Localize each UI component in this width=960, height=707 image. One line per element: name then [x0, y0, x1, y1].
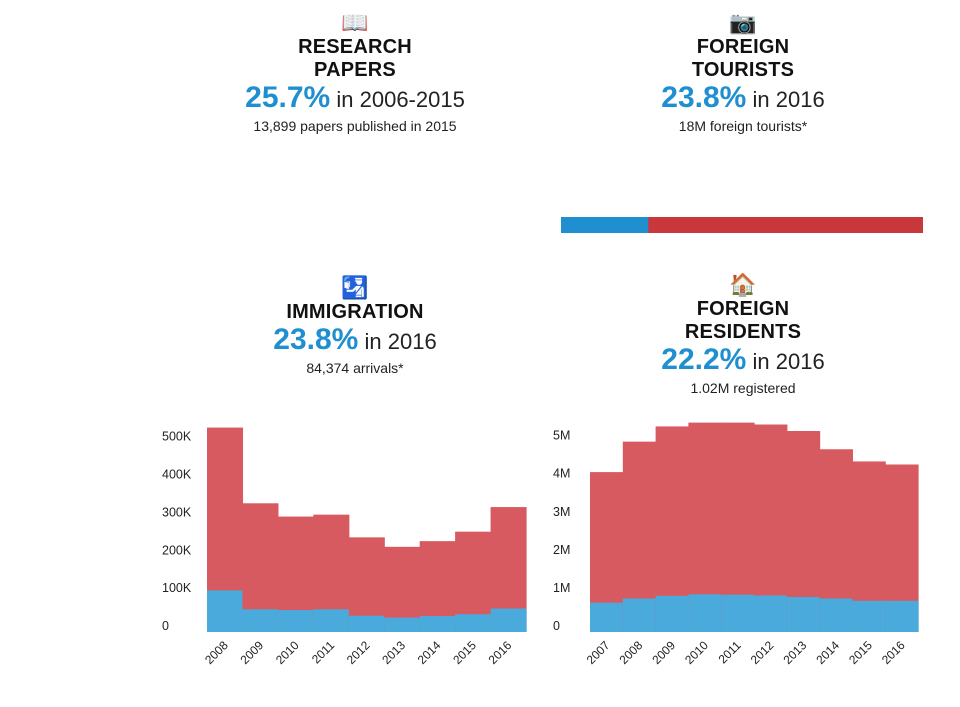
residents-period: in 2016 — [752, 349, 825, 374]
immigration-note: 84,374 arrivals* — [306, 360, 404, 376]
x-tick-label: 2015 — [450, 638, 479, 667]
residents-panel: 🏠 FOREIGN RESIDENTS 22.2% in 2016 1.02M … — [618, 272, 868, 398]
residents-stat: 22.2% in 2016 — [618, 343, 868, 376]
bar-share-2015 — [852, 600, 886, 632]
bar-share-2013 — [384, 617, 421, 632]
x-tick-label: 2016 — [486, 638, 515, 667]
bar-share-2010 — [688, 594, 722, 632]
cathedrals-pictogram — [561, 155, 923, 233]
residents-title-line-1: FOREIGN — [696, 298, 790, 320]
x-tick-label: 2010 — [682, 638, 711, 667]
x-tick-label: 2008 — [617, 638, 646, 667]
caps-blue-fill — [176, 167, 270, 217]
immigration-percentage: 23.8% — [273, 323, 359, 356]
y-tick-label: 2M — [553, 543, 570, 557]
x-tick-label: 2013 — [379, 638, 408, 667]
caps-red-fill — [176, 167, 532, 217]
residents-title-line-2: RESIDENTS — [684, 321, 802, 343]
bar-share-2013 — [786, 596, 821, 632]
y-tick-label: 5M — [553, 429, 570, 443]
y-tick-label: 1M — [553, 581, 570, 595]
research-stat: 25.7% in 2006-2015 — [230, 81, 480, 114]
y-tick-label: 300K — [162, 505, 192, 519]
bar-share-2009 — [655, 595, 689, 632]
tourists-panel: 📷 FOREIGN TOURISTS 23.8% in 2016 18M for… — [618, 10, 868, 136]
bar-share-2011 — [721, 594, 755, 632]
y-tick-label: 0 — [553, 619, 560, 633]
x-tick-label: 2015 — [846, 638, 875, 667]
immigration-chart: 2008 2009 2010 2011 2012 2013 2014 2015 2016 0 100… — [162, 427, 527, 667]
research-title-line-1: RESEARCH — [298, 36, 412, 58]
x-tick-label: 2012 — [748, 638, 777, 667]
immigration-panel: 🛂 IMMIGRATION 23.8% in 2016 84,374 arriv… — [230, 275, 480, 378]
bar-share-2016 — [885, 600, 919, 632]
immigration-period: in 2016 — [364, 329, 437, 354]
bar-share-2008 — [622, 598, 657, 632]
tourists-title-line-1: FOREIGN — [696, 36, 790, 58]
x-tick-label: 2009 — [238, 638, 267, 667]
residents-chart: 2007 2008 2009 2010 2011 2012 2013 2014 2015 2016… — [553, 422, 919, 667]
bar-share-2014 — [819, 598, 853, 632]
y-tick-label: 4M — [553, 467, 570, 481]
bar-share-2016 — [490, 608, 527, 632]
research-percentage: 25.7% — [245, 81, 331, 114]
y-tick-label: 3M — [553, 505, 570, 519]
tourists-period: in 2016 — [752, 87, 825, 112]
bar-share-2012 — [348, 615, 385, 632]
camera-icon: 📷 — [729, 10, 757, 35]
bar-share-2009 — [242, 609, 279, 632]
resident-house-icon: 🏠 — [729, 272, 757, 297]
x-tick-label: 2010 — [273, 638, 302, 667]
y-tick-label: 200K — [162, 543, 192, 557]
residents-percentage: 22.2% — [661, 343, 747, 376]
x-tick-label: 2013 — [781, 638, 810, 667]
bar-share-2011 — [313, 609, 350, 632]
x-tick-label: 2014 — [415, 638, 444, 667]
x-tick-label: 2008 — [202, 638, 231, 667]
x-tick-label: 2014 — [813, 638, 842, 667]
bar-share-2007 — [590, 602, 624, 632]
passport-control-icon: 🛂 — [341, 275, 369, 300]
cathedrals-blue-fill — [561, 155, 649, 233]
graduation-caps-pictogram — [176, 167, 532, 217]
tourists-percentage: 23.8% — [661, 81, 747, 114]
bar-share-2008 — [207, 590, 244, 632]
book-icon: 📖 — [341, 10, 369, 35]
tourists-title-line-2: TOURISTS — [691, 59, 795, 81]
research-title-line-2: PAPERS — [314, 59, 396, 81]
y-tick-label: 400K — [162, 468, 192, 482]
x-tick-label: 2012 — [344, 638, 373, 667]
y-tick-label: 100K — [162, 581, 192, 595]
immigration-stat: 23.8% in 2016 — [230, 323, 480, 356]
y-tick-label: 500K — [162, 430, 192, 444]
research-panel: 📖 RESEARCH PAPERS 25.7% in 2006-2015 13,… — [230, 10, 480, 136]
x-tick-label: 2016 — [879, 638, 908, 667]
x-tick-label: 2011 — [716, 638, 744, 666]
bar-share-2014 — [419, 616, 456, 632]
y-tick-label: 0 — [162, 619, 169, 633]
x-tick-label: 2011 — [309, 638, 337, 666]
tourists-stat: 23.8% in 2016 — [618, 81, 868, 114]
x-tick-label: 2009 — [649, 638, 678, 667]
bar-share-2015 — [455, 614, 492, 632]
research-period: in 2006-2015 — [336, 87, 465, 112]
tourists-note: 18M foreign tourists* — [678, 118, 808, 134]
research-note: 13,899 papers published in 2015 — [253, 118, 457, 134]
x-tick-label: 2007 — [584, 638, 613, 667]
bar-share-2012 — [754, 595, 788, 632]
bar-share-2010 — [277, 610, 314, 632]
residents-note: 1.02M registered — [690, 380, 796, 396]
immigration-title: IMMIGRATION — [286, 301, 424, 323]
